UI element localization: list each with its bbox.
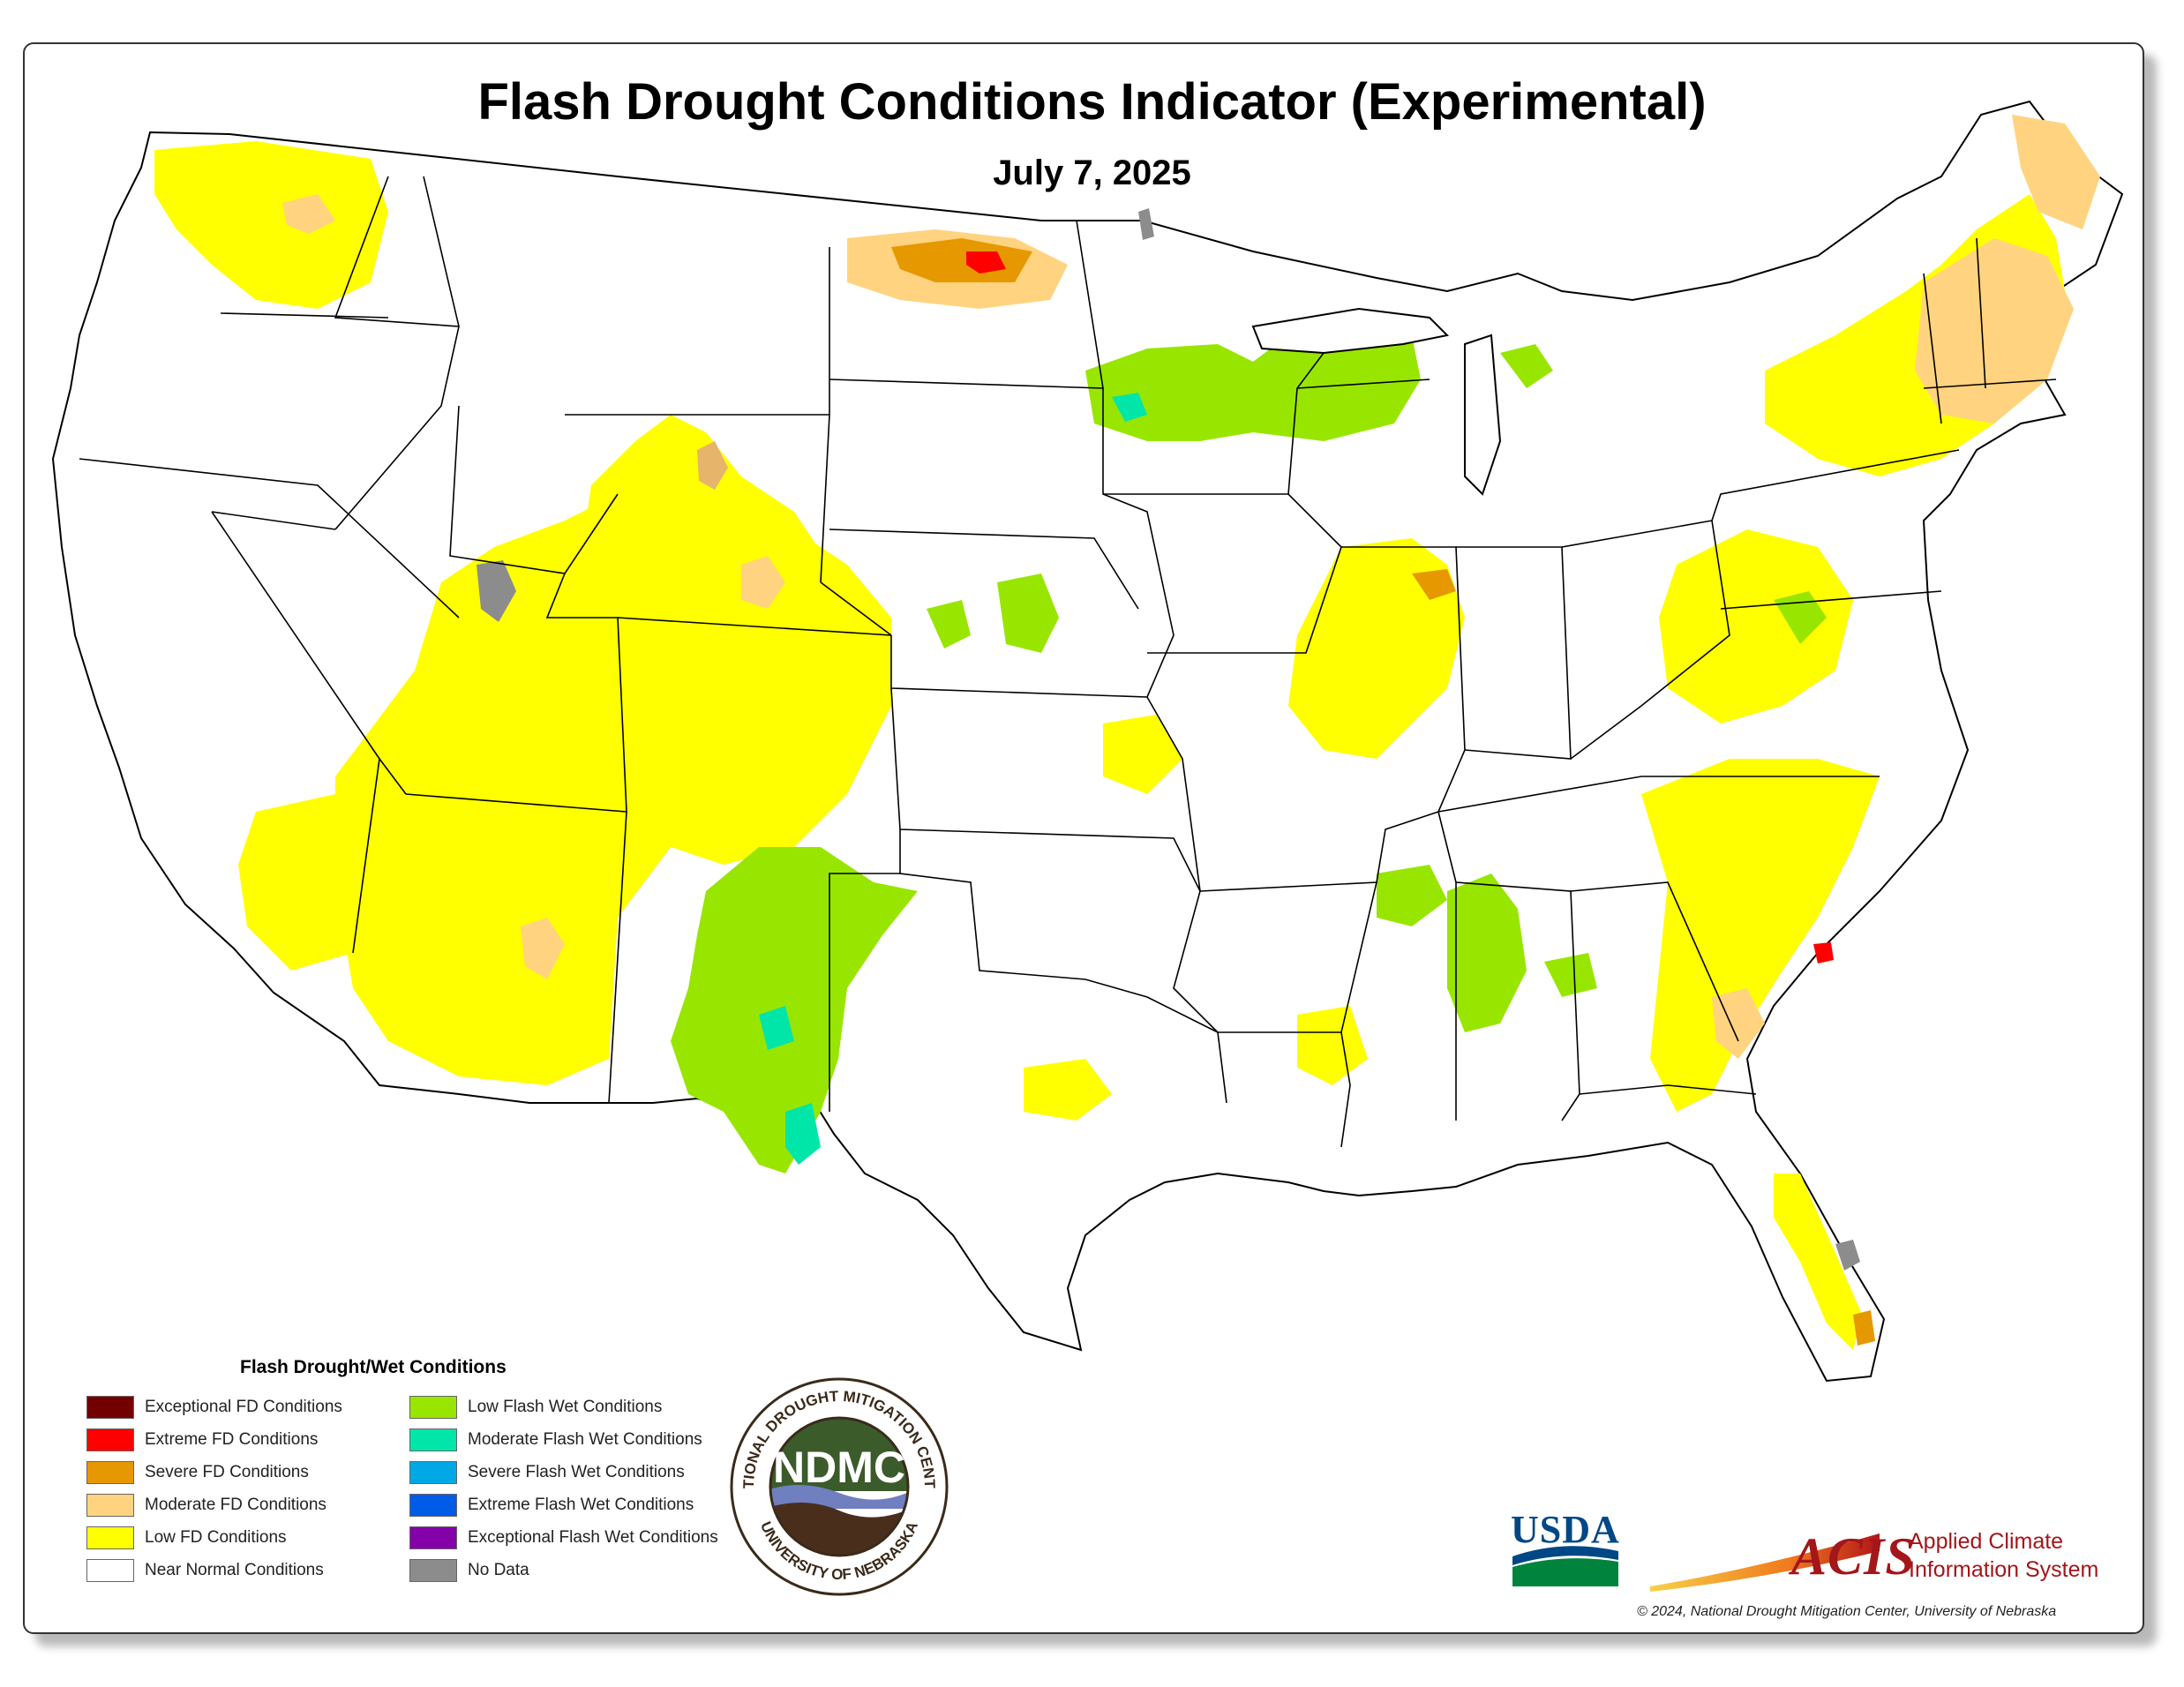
patch-no-data-okeechobee [1835,1240,1860,1271]
patch-no-data-lake [1138,208,1154,240]
legend-swatch [409,1396,457,1419]
great-lakes [1251,307,1502,496]
legend-swatch [86,1526,134,1549]
state-boundaries [79,176,2057,1148]
legend-item-severe-fd: Severe FD Conditions [86,1459,309,1486]
patch-mod-fd-carolinas [1712,988,1765,1059]
legend-item-extreme-wet: Extreme Flash Wet Conditions [409,1492,694,1518]
legend-label: Severe Flash Wet Conditions [468,1463,685,1481]
patch-low-wet-nebraska-west [927,600,971,649]
patch-low-fd-northwest [154,141,388,309]
patch-mod-fd-maine [2012,115,2100,229]
legend-item-no-data: No Data [409,1557,529,1584]
patch-low-wet-alabama [1544,953,1597,997]
legend-label: Exceptional FD Conditions [145,1398,342,1416]
patch-mod-fd-washington [282,194,335,234]
legend-item-moderate-fd: Moderate FD Conditions [86,1492,326,1518]
legend-swatch [86,1461,134,1484]
legend-label: Moderate FD Conditions [145,1496,326,1514]
legend-item-exceptional-wet: Exceptional Flash Wet Conditions [409,1525,718,1551]
patch-low-fd-carolinas [1641,759,1880,1112]
legend-label: Exceptional Flash Wet Conditions [468,1528,718,1547]
legend-label: Severe FD Conditions [145,1463,309,1481]
patch-mod-wet-nm [759,1006,794,1050]
legend-swatch [86,1428,134,1451]
legend-item-exceptional-fd: Exceptional FD Conditions [86,1394,342,1421]
patch-low-wet-nebraska [997,574,1059,653]
acis-swoosh-icon [1650,1533,1880,1592]
ndmc-logo-text: NDMC [773,1443,905,1492]
legend-label: Moderate Flash Wet Conditions [468,1430,702,1449]
legend-item-severe-wet: Severe Flash Wet Conditions [409,1459,685,1486]
patch-low-fd-florida [1774,1173,1862,1350]
patch-low-wet-minnesota [1085,326,1421,441]
legend-item-low-fd: Low FD Conditions [86,1525,287,1551]
legend-item-extreme-fd: Extreme FD Conditions [86,1427,318,1453]
patch-low-fd-louisiana [1297,1006,1368,1085]
patch-no-data-great-salt-lake [477,560,516,622]
patch-extreme-fd-nd [966,251,1006,274]
legend-label: Low FD Conditions [145,1528,287,1547]
copyright-notice: © 2024, National Drought Mitigation Cent… [1637,1604,2057,1619]
legend-item-low-wet: Low Flash Wet Conditions [409,1394,662,1421]
legend-item-near-normal: Near Normal Conditions [86,1557,324,1584]
ndmc-logo: NDMC NATIONAL DROUGHT MITIGATION CENTER … [729,1376,949,1596]
condition-patches [154,115,2100,1350]
patch-mod-wet-minnesota [1112,393,1147,422]
patch-low-wet-mississippi [1447,873,1527,1032]
legend-label: Extreme Flash Wet Conditions [468,1496,694,1514]
acis-logo-text: ACIS [1791,1527,1916,1586]
acis-subtitle-line1: Applied Climate [1909,1529,2064,1554]
patch-low-wet-tennessee [1377,865,1447,926]
patch-extreme-fd-sc [1813,942,1834,963]
map-title: Flash Drought Conditions Indicator (Expe… [477,73,1707,131]
patch-mod-fd-arizona [521,918,565,979]
legend-label: No Data [468,1561,529,1579]
legend-swatch [409,1494,457,1517]
legend-swatch [409,1526,457,1549]
usda-logo [1512,1546,1618,1586]
patch-mod-fd-iowa [1412,569,1456,600]
patch-mod-fd-new-england [1915,238,2074,424]
patch-low-fd-virginia [1659,529,1853,724]
legend-swatch [409,1461,457,1484]
patch-low-wet-new-mexico [671,847,918,1173]
legend-swatch [409,1559,457,1582]
usda-logo-text: USDA [1511,1508,1620,1551]
patch-mod-fd-wyoming-north [697,441,728,490]
patch-severe-fd-nd-core [891,238,1032,282]
patch-mod-wet-west-texas [785,1103,821,1165]
patch-mod-fd-wyoming [741,556,785,609]
legend-label: Near Normal Conditions [145,1561,324,1579]
legend-label: Extreme FD Conditions [145,1430,319,1449]
legend-title: Flash Drought/Wet Conditions [240,1357,507,1377]
patch-low-wet-michigan [1500,344,1553,388]
patch-low-fd-kansas [1103,715,1182,794]
map-date: July 7, 2025 [993,154,1191,192]
patch-severe-fd-florida [1853,1310,1875,1346]
acis-subtitle-line2: Information System [1909,1557,2099,1582]
legend-label: Low Flash Wet Conditions [468,1398,663,1416]
patch-low-fd-texas [1024,1059,1112,1121]
legend-swatch [86,1396,134,1419]
legend-swatch [86,1559,134,1582]
patch-low-wet-virginia [1774,591,1827,644]
legend-swatch [86,1494,134,1517]
legend-swatch [409,1428,457,1451]
legend-item-moderate-wet: Moderate Flash Wet Conditions [409,1427,702,1453]
patch-low-fd-illinois [1288,538,1465,759]
